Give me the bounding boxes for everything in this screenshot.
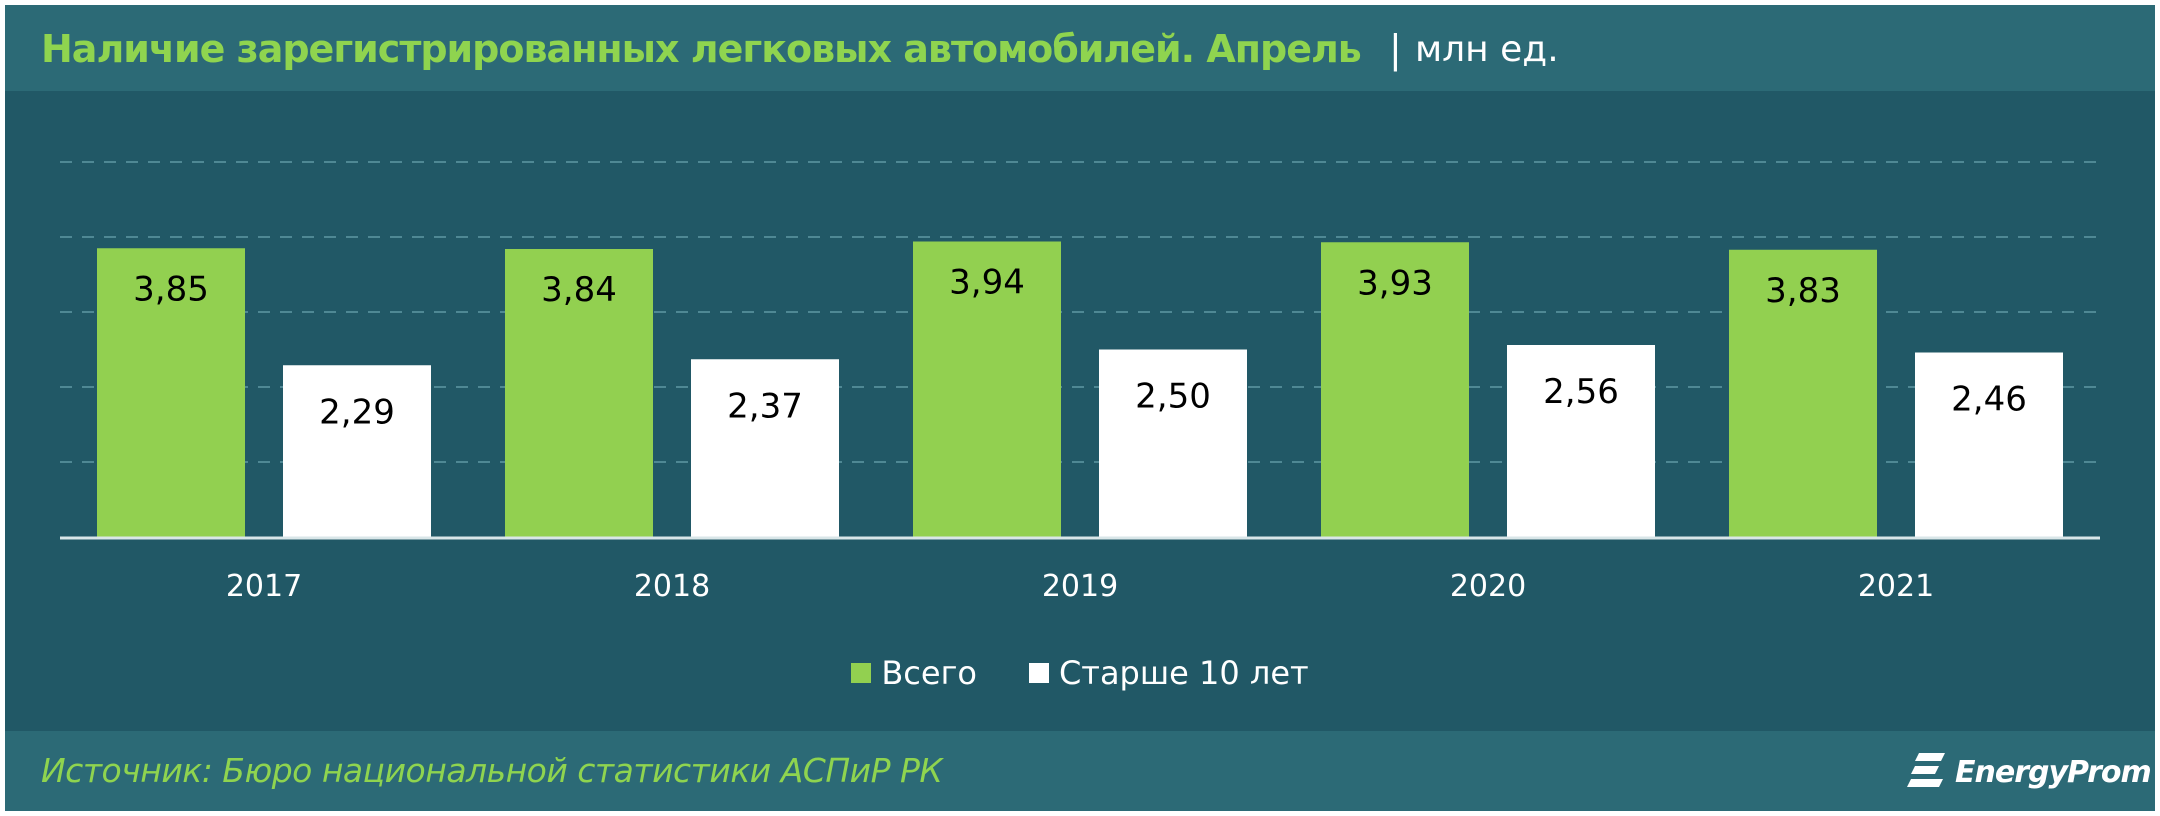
x-tick-label: 2020 — [1450, 569, 1526, 604]
bar-older-2020 — [1507, 345, 1655, 537]
legend-label-total: Всего — [881, 654, 977, 692]
data-label-total-2018: 3,84 — [541, 270, 617, 310]
data-label-total-2017: 3,85 — [133, 269, 209, 309]
bar-total-2021 — [1729, 249, 1877, 537]
bar-older-2017 — [283, 365, 431, 537]
chart-unit: млн ед. — [1415, 29, 1559, 70]
chart-title: Наличие зарегистрированных легковых авто… — [41, 27, 1362, 71]
x-tick-label: 2021 — [1858, 569, 1934, 604]
legend-swatch-older — [1028, 663, 1049, 683]
bar-total-2020 — [1321, 242, 1469, 537]
bar-older-2021 — [1915, 352, 2063, 537]
logo-text: EnergyProm — [1955, 755, 2152, 790]
chart-header: Наличие зарегистрированных легковых авто… — [5, 5, 2155, 91]
legend-item-older: Старше 10 лет — [1028, 654, 1309, 692]
data-label-older-2019: 2,50 — [1135, 377, 1211, 417]
bar-older-2018 — [691, 359, 839, 537]
bar-total-2018 — [505, 249, 653, 537]
data-label-older-2020: 2,56 — [1543, 372, 1619, 412]
energyprom-logo: EnergyProm — [1905, 747, 2152, 797]
bar-older-2019 — [1099, 349, 1247, 537]
legend-swatch-total — [851, 663, 872, 683]
source-note: Источник: Бюро национальной статистики А… — [41, 751, 943, 790]
x-tick-label: 2018 — [634, 569, 710, 604]
data-label-total-2019: 3,94 — [949, 263, 1025, 303]
legend-label-older: Старше 10 лет — [1058, 654, 1309, 692]
title-separator: | — [1389, 27, 1402, 71]
chart-legend: Всего Старше 10 лет — [0, 654, 2160, 692]
data-label-older-2018: 2,37 — [727, 386, 803, 426]
bar-total-2019 — [913, 241, 1061, 537]
x-tick-label: 2017 — [226, 569, 302, 604]
data-label-older-2017: 2,29 — [319, 392, 395, 432]
data-label-older-2021: 2,46 — [1951, 380, 2027, 420]
x-tick-label: 2019 — [1042, 569, 1118, 604]
logo-icon — [1907, 753, 1945, 787]
legend-item-total: Всего — [851, 654, 977, 692]
data-label-total-2021: 3,83 — [1765, 271, 1841, 311]
data-label-total-2020: 3,93 — [1357, 263, 1433, 303]
chart-footer: Источник: Бюро национальной статистики А… — [5, 731, 2155, 811]
bar-total-2017 — [97, 248, 245, 537]
